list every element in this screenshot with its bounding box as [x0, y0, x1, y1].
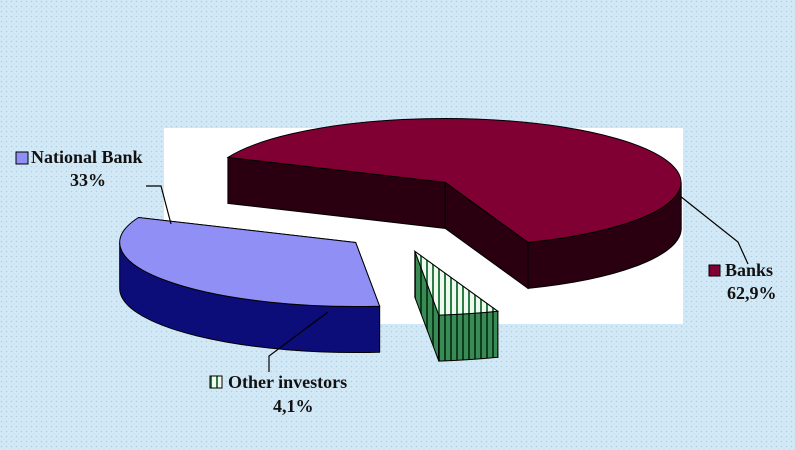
slice-banks-top [226, 118, 682, 243]
label-national-bank-name: National Bank [31, 147, 143, 167]
slice-national-bank-top [119, 216, 381, 308]
label-banks-name: Banks [725, 260, 773, 280]
label-banks: Banks 62,9% [708, 260, 777, 303]
slice-other-investors-rim [438, 310, 499, 362]
leaders-layer [146, 185, 749, 372]
legend-key-other-investors [209, 375, 223, 389]
leader-banks [679, 195, 749, 265]
leader-national-bank [146, 185, 172, 225]
legend-key-banks [708, 264, 721, 277]
slice-other-investors-top [413, 250, 500, 316]
label-national-bank: National Bank 33% [15, 147, 143, 190]
slices-layer [119, 118, 682, 362]
label-national-bank-value: 33% [70, 170, 106, 190]
label-banks-value: 62,9% [727, 283, 777, 303]
slice-other-investors [413, 250, 500, 362]
label-other-investors: Other investors 4,1% [209, 372, 347, 416]
label-other-investors-value: 4,1% [273, 396, 314, 416]
label-other-investors-name: Other investors [228, 372, 347, 392]
legend-key-national-bank [15, 151, 29, 165]
leader-other-investors [268, 311, 329, 372]
slice-national-bank [119, 216, 381, 354]
slice-banks [226, 118, 682, 290]
